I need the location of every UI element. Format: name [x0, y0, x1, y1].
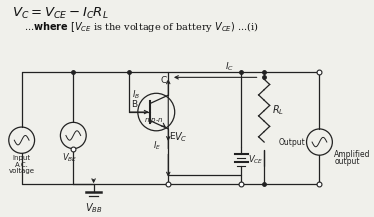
Text: A.C.: A.C.	[15, 162, 28, 168]
Text: $n$-$p$-$n$: $n$-$p$-$n$	[144, 116, 165, 125]
Text: $V_{CE}$: $V_{CE}$	[248, 154, 264, 166]
Text: C: C	[160, 76, 167, 85]
Text: voltage: voltage	[9, 168, 35, 174]
Text: $V_C$: $V_C$	[174, 130, 187, 144]
Text: $V_{BE}$: $V_{BE}$	[62, 151, 77, 164]
Text: E: E	[169, 132, 175, 141]
Text: $V_{BB}$: $V_{BB}$	[85, 201, 102, 215]
Text: B: B	[131, 100, 138, 109]
Text: Amplified: Amplified	[334, 150, 371, 159]
Text: Output: Output	[278, 138, 305, 146]
Text: $R_L$: $R_L$	[272, 103, 283, 117]
Text: $V_C = V_{CE} - I_C R_L$: $V_C = V_{CE} - I_C R_L$	[12, 6, 109, 21]
Text: Input: Input	[13, 155, 31, 161]
Text: output: output	[334, 157, 360, 166]
Text: $I_E$: $I_E$	[153, 140, 161, 152]
Text: $I_B$: $I_B$	[132, 89, 140, 101]
Text: ...$\mathbf{where}$ $[V_{CE}$ is the voltage of battery $V_{CE})$ ...(i): ...$\mathbf{where}$ $[V_{CE}$ is the vol…	[24, 20, 259, 34]
Text: $I_C$: $I_C$	[226, 61, 234, 73]
